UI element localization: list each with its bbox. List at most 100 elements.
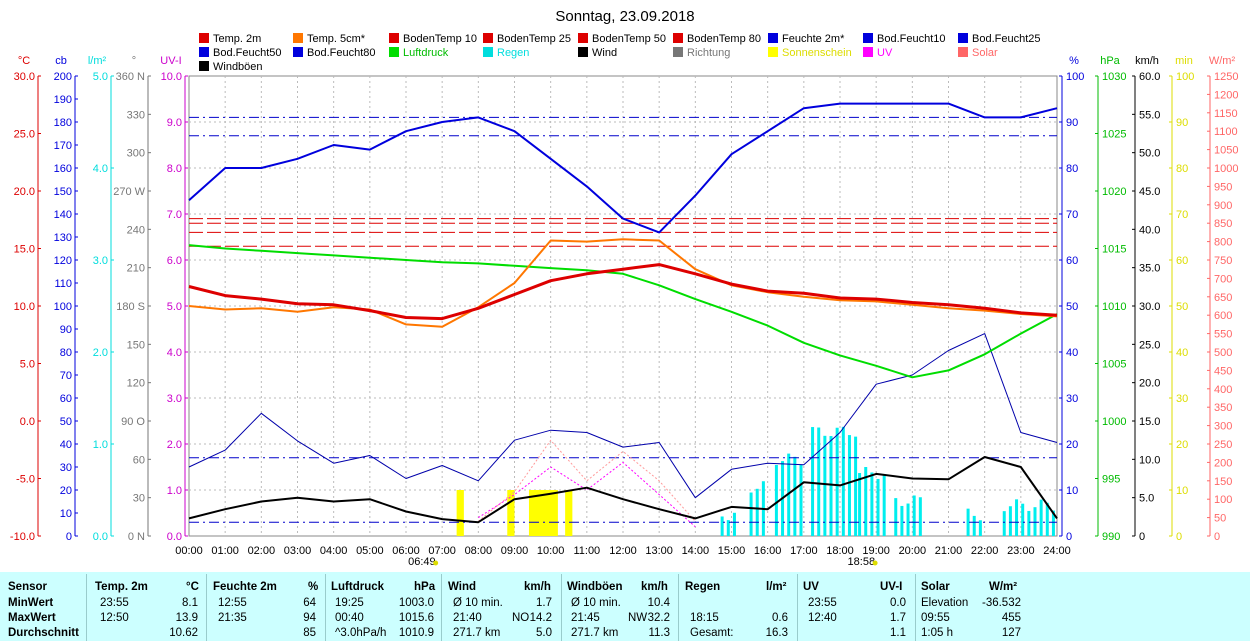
- axis-tick-label: 15.0: [14, 244, 35, 256]
- axis-tick-label: 90: [1176, 117, 1188, 129]
- header-rain: Regen: [685, 581, 721, 593]
- axis-tick-label: 80: [1066, 163, 1078, 175]
- axis-tick-label: 100: [54, 301, 72, 313]
- header-press-unit: hPa: [414, 581, 436, 593]
- sunset-marker: [872, 560, 878, 566]
- stats-cell-rain-t: 18:15: [690, 612, 719, 624]
- rain-bar: [876, 478, 880, 536]
- axis-tick-label: 1200: [1214, 89, 1238, 101]
- legend-swatch: [958, 47, 968, 57]
- rain-bar: [864, 467, 868, 536]
- legend-swatch: [578, 47, 588, 57]
- stats-cell-solar-t: Elevation: [921, 597, 969, 609]
- rain-bar: [1033, 507, 1037, 536]
- axis-tick-label: 1250: [1214, 71, 1238, 83]
- x-tick-label: 08:00: [465, 545, 493, 557]
- weather-chart-svg: Sonntag, 23.09.2018 Temp. 2m Temp. 5cm* Bod…: [10, 8, 1239, 568]
- stats-cell-humid-v: 94: [303, 612, 316, 624]
- axis-tick-label: 60: [133, 454, 145, 466]
- axis-unit-label: cb: [55, 55, 67, 67]
- x-tick-label: 02:00: [248, 545, 276, 557]
- x-tick-label: 17:00: [790, 545, 818, 557]
- axis-tick-label: 60: [1066, 255, 1078, 267]
- x-tick-label: 14:00: [682, 545, 710, 557]
- rain-bar: [811, 427, 815, 536]
- stats-cell-press-t: 00:40: [335, 612, 364, 624]
- header-gust-unit: km/h: [641, 581, 668, 593]
- axis-tick-label: 1005: [1102, 359, 1126, 371]
- temp-2m-line: [188, 263, 1058, 321]
- axis-tick-label: 25.0: [14, 129, 35, 141]
- rain-bar: [732, 512, 736, 536]
- axis-tick-label: 0: [1176, 531, 1182, 543]
- stats-cell-uv-v: 1.1: [890, 627, 906, 639]
- rain-bar: [1015, 499, 1019, 536]
- axis-tick-label: 45.0: [1139, 186, 1160, 198]
- stats-cell-press-v: 1003.0: [398, 597, 434, 609]
- axis-tick-label: 1050: [1214, 145, 1238, 157]
- legend-swatch: [863, 47, 873, 57]
- axis-tick-label: 30: [1176, 393, 1188, 405]
- stats-cell-wind-t: 21:40: [453, 612, 482, 624]
- axis-tick-label: 40: [60, 439, 72, 451]
- axis-tick-label: 800: [1214, 237, 1232, 249]
- stats-cell-wind-v: 5.0: [536, 627, 552, 639]
- x-tick-label: 03:00: [284, 545, 312, 557]
- axis-tick-label: 200: [54, 71, 72, 83]
- stats-cell-solar-t: 09:55: [921, 612, 950, 624]
- axis-tick-label: 120: [127, 378, 145, 390]
- rain-bar: [1051, 510, 1055, 536]
- table-separator: [86, 574, 87, 641]
- stats-cell-uv-v: 0.0: [890, 597, 906, 609]
- legend-label: BodenTemp 80: [687, 33, 761, 45]
- axis-tick-label: -10.0: [10, 531, 35, 543]
- statistics-table: Sensor Temp. 2m °C Feuchte 2m % Luftdruc…: [0, 572, 1250, 641]
- legend-label: Luftdruck: [403, 47, 449, 59]
- axis-tick-label: 1.0: [93, 439, 108, 451]
- rain-bar: [841, 426, 845, 536]
- axis-tick-label: 150: [127, 339, 145, 351]
- axis-unit-label: °: [132, 55, 136, 67]
- axis-tick-label: 10.0: [14, 301, 35, 313]
- axis-tick-label: 50: [1214, 513, 1226, 525]
- axis-tick-label: 25.0: [1139, 339, 1160, 351]
- rain-bar: [912, 495, 916, 536]
- axis-tick-label: 750: [1214, 255, 1232, 267]
- chart-title: Sonntag, 23.09.2018: [555, 8, 694, 25]
- temp-5cm-line: [188, 238, 1058, 328]
- stats-cell-humid-t: 21:35: [218, 612, 247, 624]
- x-tick-label: 10:00: [537, 545, 565, 557]
- axis-tick-label: 5.0: [167, 301, 182, 313]
- header-solar: Solar: [921, 581, 950, 593]
- legend-swatch: [293, 47, 303, 57]
- stats-cell-press-t: ^3.0hPa/h: [335, 627, 387, 639]
- x-tick-label: 21:00: [935, 545, 963, 557]
- rain-bar: [1002, 511, 1006, 536]
- rain-bar: [1021, 503, 1025, 536]
- axis-tick-label: 0: [1066, 531, 1072, 543]
- axis-tick-label: 3.0: [93, 255, 108, 267]
- header-temp: Temp. 2m: [95, 581, 148, 593]
- x-tick-label: 12:00: [609, 545, 637, 557]
- axis-tick-label: 210: [127, 263, 145, 275]
- axis-tick-label: 4.0: [93, 163, 108, 175]
- axis-unit-label: hPa: [1100, 55, 1120, 67]
- x-tick-label: 01:00: [211, 545, 239, 557]
- stats-cell-label: Durchschnitt: [8, 627, 79, 639]
- axis-unit-label: W/m²: [1209, 55, 1236, 67]
- axis-tick-label: 120: [54, 255, 72, 267]
- table-separator: [797, 574, 798, 641]
- axis-tick-label: 1100: [1214, 126, 1238, 138]
- axis-tick-label: 100: [1214, 494, 1232, 506]
- sunrise-marker: [433, 560, 439, 566]
- axis-tick-label: 995: [1102, 474, 1120, 486]
- legend-label: Regen: [497, 47, 529, 59]
- axis-unit-label: °C: [18, 55, 30, 67]
- axis-tick-label: 30.0: [1139, 301, 1160, 313]
- legend-swatch: [389, 47, 399, 57]
- stats-cell-humid-t: 12:55: [218, 597, 247, 609]
- stats-cell-temp-v: 8.1: [182, 597, 198, 609]
- sunshine-bar: [528, 490, 558, 536]
- stats-cell-uv-v: 1.7: [890, 612, 906, 624]
- rain-bar: [978, 520, 982, 536]
